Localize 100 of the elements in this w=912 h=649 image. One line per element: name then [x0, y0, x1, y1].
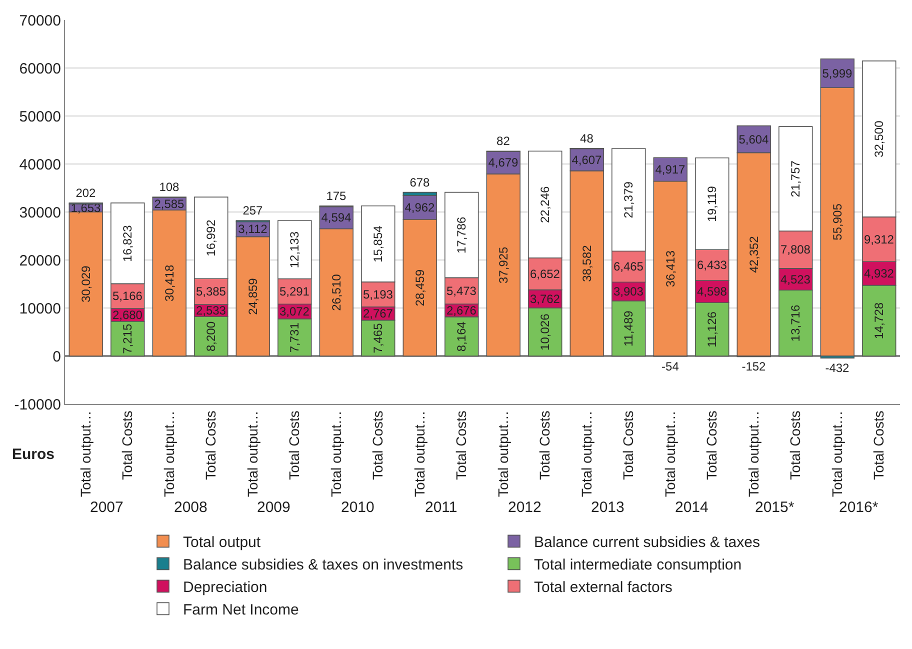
data-label: 30,029 — [78, 265, 93, 302]
data-label: 257 — [242, 204, 264, 218]
data-label: 4,594 — [321, 210, 352, 225]
y-tick-label: 40000 — [19, 156, 61, 174]
data-label: 3,762 — [530, 292, 560, 306]
data-label: 5,385 — [196, 284, 226, 299]
text: 2016* — [839, 499, 878, 516]
legend-label: Total output — [183, 534, 262, 552]
data-label: 7,465 — [371, 322, 386, 354]
data-label: 7,731 — [288, 322, 302, 353]
x-tick-label: Total output… — [244, 410, 260, 497]
data-label: 7,215 — [120, 324, 135, 354]
x-tick-label: Total Costs — [202, 410, 219, 480]
data-label: 4,679 — [488, 156, 519, 170]
text: 2015* — [755, 499, 794, 516]
data-label: 2,767 — [362, 306, 394, 321]
data-label: 8,164 — [454, 321, 469, 352]
x-tick-label: Total Costs — [370, 410, 386, 480]
x-tick-label: Total Costs — [536, 410, 553, 480]
y-tick-label: 0 — [52, 348, 61, 366]
data-label: 5,193 — [362, 287, 394, 302]
data-label: 175 — [326, 188, 347, 203]
y-tick-label: 20000 — [19, 252, 61, 270]
x-tick-label: Total output… — [160, 410, 177, 497]
data-label: 2,676 — [446, 303, 477, 318]
data-label: 15,854 — [371, 225, 386, 262]
legend-label: Total external factors — [534, 579, 672, 596]
x-tick-label: Total Costs — [704, 410, 720, 480]
data-label: 30,418 — [162, 264, 176, 302]
data-label: 5,473 — [446, 284, 477, 298]
data-label: 42,352 — [746, 236, 761, 273]
y-tick-label: 60000 — [19, 60, 61, 78]
data-label: 11,489 — [622, 310, 636, 346]
data-label: 38,582 — [580, 244, 594, 282]
x-tick-label: Total output… — [828, 410, 845, 497]
data-label: 4,598 — [696, 284, 728, 299]
data-label: 4,962 — [404, 200, 436, 214]
x-tick-label: Total Costs — [620, 410, 636, 480]
legend-label: Total intermediate consumption — [534, 556, 742, 574]
data-label: 3,903 — [613, 284, 644, 298]
text: 2012 — [508, 499, 542, 516]
data-label: 9,312 — [864, 232, 894, 246]
x-tick-label: Total output… — [745, 410, 762, 497]
x-tick-label: Total Costs — [119, 410, 136, 480]
y-tick-label: 10000 — [19, 300, 61, 318]
data-label: 32,500 — [872, 120, 886, 158]
data-label: 37,925 — [496, 246, 510, 284]
data-label: 36,413 — [663, 250, 678, 288]
data-label: 2,533 — [196, 304, 226, 318]
data-label: 3,072 — [279, 304, 310, 319]
data-label: 5,291 — [279, 284, 310, 298]
data-label: 7,808 — [780, 242, 811, 257]
data-label: 202 — [76, 186, 96, 200]
y-tick-label: 70000 — [19, 12, 61, 30]
text: 2009 — [257, 499, 290, 516]
legend-label: Farm Net Income — [183, 602, 299, 619]
data-label: 22,246 — [538, 186, 552, 224]
x-tick-label: Total output… — [77, 410, 94, 497]
text: 2013 — [591, 499, 624, 516]
data-label: 4,917 — [655, 162, 686, 176]
x-tick-label: Total Costs — [787, 410, 804, 480]
x-tick-label: Total output… — [328, 410, 344, 497]
data-label: 17,786 — [454, 216, 469, 254]
data-label: 8,200 — [204, 321, 218, 352]
data-label: 26,510 — [329, 274, 344, 311]
x-tick-label: Total output… — [662, 410, 678, 497]
data-label: -152 — [742, 360, 766, 374]
data-label: 6,465 — [613, 260, 644, 274]
data-label: 16,992 — [204, 219, 218, 256]
y-tick-label: 30000 — [19, 204, 61, 222]
text: 2014 — [675, 499, 708, 516]
data-label: 1,653 — [70, 200, 102, 215]
x-tick-label: Total output… — [494, 410, 511, 497]
data-label: 24,859 — [246, 278, 260, 315]
y-tick-label: 50000 — [19, 108, 61, 126]
legend-label: Balance current subsidies & taxes — [534, 534, 760, 552]
x-tick-label: Total Costs — [453, 410, 470, 480]
data-label: 4,607 — [572, 152, 602, 167]
data-label: 5,166 — [112, 289, 143, 304]
data-label: 3,112 — [238, 222, 268, 236]
y-axis-title: Euros — [12, 446, 55, 463]
data-label: 5,604 — [738, 132, 770, 146]
y-tick-label: -10000 — [14, 396, 61, 414]
legend-label: Balance subsidies & taxes on investments — [183, 556, 464, 574]
x-tick-label: Total Costs — [870, 410, 887, 480]
data-label: 48 — [580, 131, 594, 146]
data-label: 5,999 — [822, 66, 853, 80]
data-label: 55,905 — [830, 203, 844, 240]
data-label: 6,652 — [530, 266, 560, 281]
data-label: 21,379 — [622, 181, 636, 218]
data-label: 11,126 — [705, 311, 720, 348]
text: 2008 — [174, 499, 208, 516]
text: 2007 — [90, 499, 124, 516]
x-tick-label: Total Costs — [286, 410, 302, 480]
x-tick-label: Total output… — [411, 410, 428, 497]
data-label: 4,932 — [864, 266, 894, 280]
data-label: 19,119 — [705, 186, 720, 222]
data-label: 4,523 — [780, 272, 811, 286]
legend-label: Depreciation — [183, 579, 268, 596]
data-label: -432 — [825, 361, 850, 376]
